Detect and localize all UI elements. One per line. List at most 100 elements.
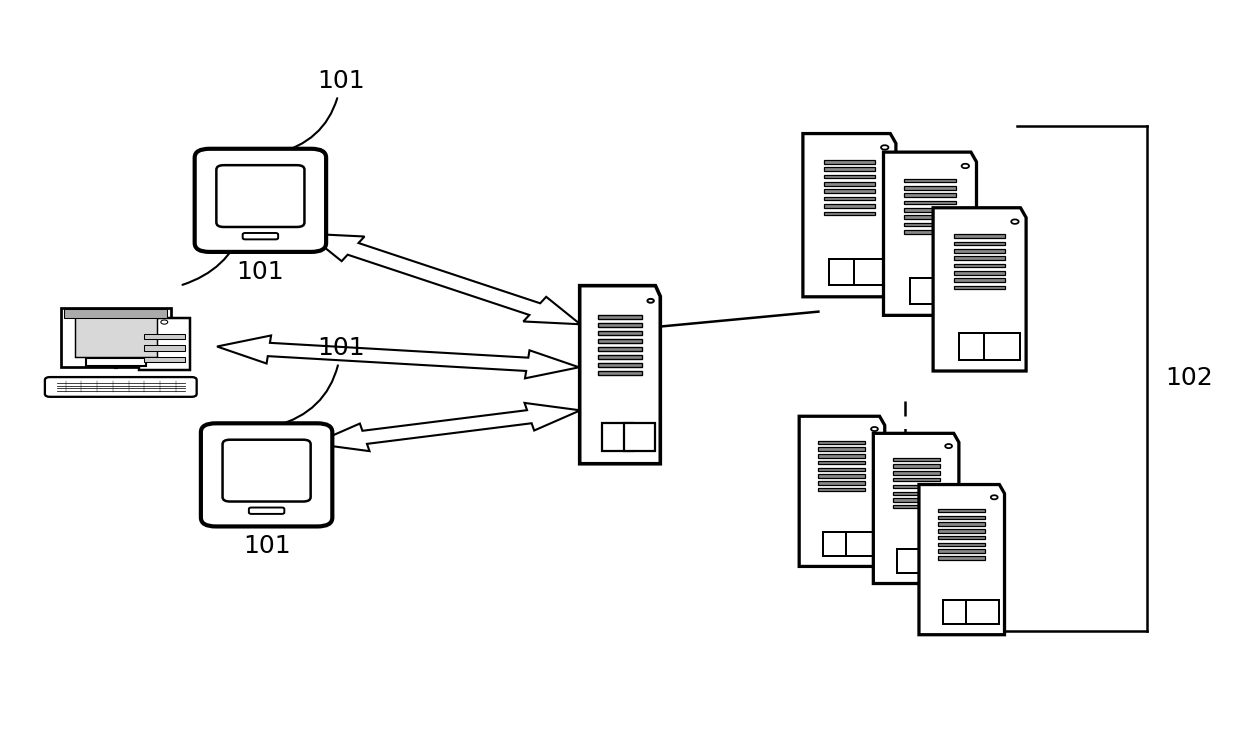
Polygon shape <box>314 403 580 451</box>
Bar <box>893 491 940 495</box>
Text: 101: 101 <box>237 260 284 283</box>
Polygon shape <box>919 485 1004 634</box>
Bar <box>598 315 642 318</box>
Text: 101: 101 <box>243 534 290 558</box>
Bar <box>920 549 952 573</box>
Bar <box>954 271 1006 275</box>
Circle shape <box>991 495 998 499</box>
Bar <box>893 458 940 461</box>
Bar <box>818 488 866 491</box>
Bar <box>898 549 930 573</box>
Bar <box>823 197 875 200</box>
Bar <box>939 542 986 546</box>
Bar <box>854 259 889 286</box>
Polygon shape <box>799 416 884 566</box>
FancyBboxPatch shape <box>45 377 197 397</box>
Bar <box>818 454 866 458</box>
Bar <box>904 179 956 183</box>
Bar <box>823 160 875 164</box>
Bar <box>598 363 642 367</box>
Bar <box>823 175 875 178</box>
Bar <box>823 189 875 193</box>
Bar <box>904 223 956 226</box>
Bar <box>818 447 866 451</box>
Bar <box>954 242 1006 246</box>
Bar <box>954 249 1006 252</box>
Bar <box>939 516 986 519</box>
Bar <box>954 256 1006 260</box>
Bar <box>823 168 875 171</box>
Bar <box>893 499 940 502</box>
Bar <box>954 234 1006 238</box>
Bar <box>74 314 157 357</box>
Bar <box>954 278 1006 282</box>
Bar <box>144 334 185 339</box>
FancyBboxPatch shape <box>249 508 284 514</box>
Circle shape <box>161 320 167 324</box>
Bar <box>598 323 642 326</box>
Bar <box>624 423 655 451</box>
Bar <box>942 600 976 624</box>
Bar <box>904 215 956 219</box>
Bar <box>904 194 956 197</box>
Bar <box>144 345 185 350</box>
Bar <box>904 208 956 211</box>
Bar <box>818 482 866 485</box>
Bar <box>603 423 632 451</box>
Bar <box>954 263 1006 267</box>
Bar <box>598 347 642 351</box>
Bar <box>954 286 1006 289</box>
FancyBboxPatch shape <box>243 233 278 240</box>
Circle shape <box>961 164 970 168</box>
Bar <box>893 471 940 475</box>
Polygon shape <box>580 286 660 464</box>
Text: 101: 101 <box>182 199 272 285</box>
Text: 101: 101 <box>275 69 365 154</box>
Text: 102: 102 <box>1166 367 1214 390</box>
FancyBboxPatch shape <box>222 440 311 502</box>
Bar <box>818 461 866 464</box>
Circle shape <box>945 444 952 448</box>
Polygon shape <box>934 208 1025 371</box>
Polygon shape <box>308 234 580 324</box>
Bar <box>966 600 998 624</box>
Text: 101: 101 <box>275 336 365 426</box>
Bar <box>818 474 866 478</box>
Circle shape <box>1012 220 1019 224</box>
Bar <box>910 278 945 304</box>
Bar <box>86 358 146 367</box>
Bar <box>893 485 940 488</box>
Bar <box>939 522 986 526</box>
Circle shape <box>880 145 888 150</box>
Bar <box>939 509 986 512</box>
Bar <box>598 338 642 343</box>
Bar <box>823 211 875 215</box>
FancyBboxPatch shape <box>216 165 305 227</box>
Bar <box>598 331 642 335</box>
Bar <box>823 204 875 208</box>
Bar <box>893 505 940 508</box>
Bar <box>598 355 642 358</box>
Bar <box>904 200 956 204</box>
Polygon shape <box>217 335 579 378</box>
Bar <box>904 230 956 234</box>
FancyBboxPatch shape <box>195 148 326 252</box>
Bar <box>64 309 167 318</box>
Bar <box>893 478 940 482</box>
Circle shape <box>647 299 653 303</box>
Bar <box>598 371 642 375</box>
Bar <box>818 441 866 444</box>
Polygon shape <box>883 152 977 315</box>
Bar <box>939 529 986 533</box>
Bar <box>823 182 875 186</box>
Bar <box>939 556 986 559</box>
Polygon shape <box>873 433 959 583</box>
FancyBboxPatch shape <box>61 308 171 367</box>
Bar <box>985 333 1019 360</box>
FancyBboxPatch shape <box>201 423 332 527</box>
Polygon shape <box>804 134 895 297</box>
Bar <box>846 532 879 556</box>
Bar <box>939 550 986 553</box>
Bar <box>828 259 864 286</box>
Bar <box>893 464 940 468</box>
